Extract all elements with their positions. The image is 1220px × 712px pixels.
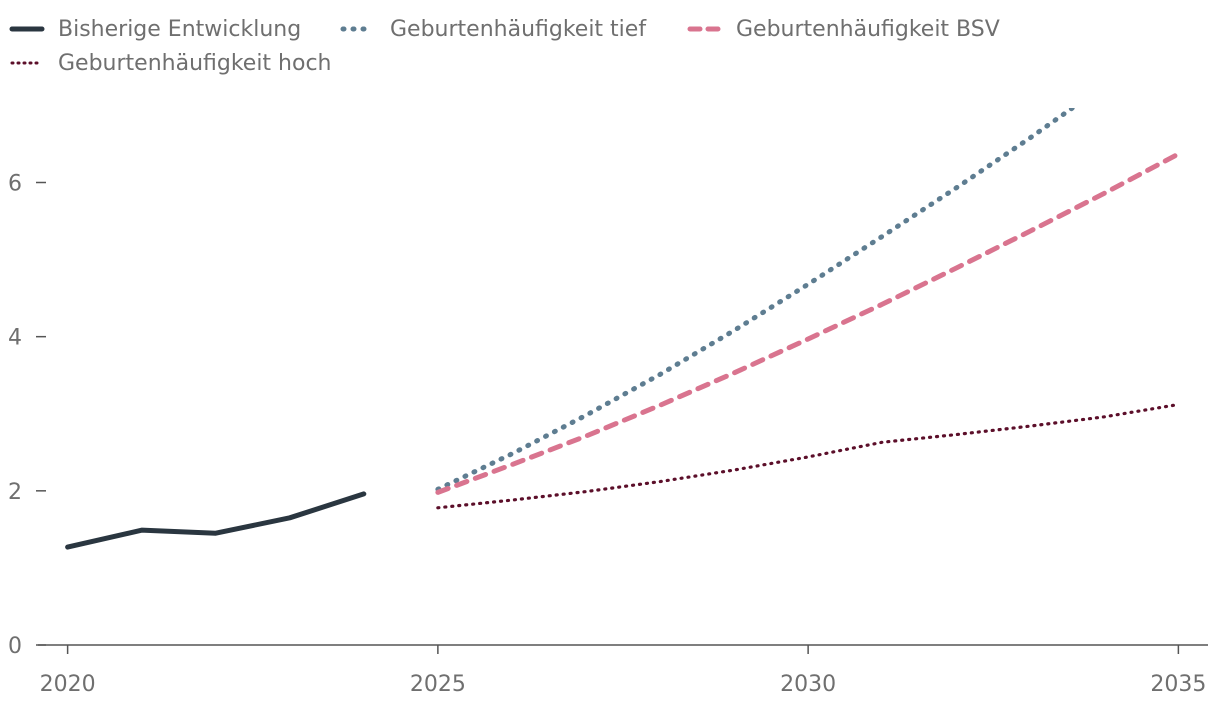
legend-entry-bisherige-entwicklung: Bisherige Entwicklung xyxy=(9,17,301,42)
x-tick-label: 2035 xyxy=(1150,672,1206,697)
series-line-2 xyxy=(435,151,1181,495)
series-line-0 xyxy=(65,491,367,550)
y-tick-label: 6 xyxy=(8,172,22,197)
legend-label-geburtenhaeufigkeit-tief: Geburtenhäufigkeit tief xyxy=(390,17,647,42)
x-tick-label: 2025 xyxy=(410,672,466,697)
plot-area: 2020 2025 2030 2035 0 2 4 6 xyxy=(8,108,1208,697)
legend-entry-geburtenhaeufigkeit-tief: Geburtenhäufigkeit tief xyxy=(340,17,647,42)
x-tick-label: 2020 xyxy=(40,672,96,697)
y-tick-label: 0 xyxy=(8,634,22,659)
legend-entry-geburtenhaeufigkeit-hoch: Geburtenhäufigkeit hoch xyxy=(10,51,332,76)
legend-entry-geburtenhaeufigkeit-bsv: Geburtenhäufigkeit BSV xyxy=(687,17,1000,42)
legend-label-bisherige-entwicklung: Bisherige Entwicklung xyxy=(58,17,301,42)
series-line-3 xyxy=(436,402,1180,510)
legend-label-geburtenhaeufigkeit-bsv: Geburtenhäufigkeit BSV xyxy=(736,17,1000,42)
y-tick-label: 4 xyxy=(8,326,22,351)
legend: Bisherige Entwicklung Geburtenhäufigkeit… xyxy=(9,17,1000,76)
legend-label-geburtenhaeufigkeit-hoch: Geburtenhäufigkeit hoch xyxy=(58,51,332,76)
y-tick-label: 2 xyxy=(8,480,22,505)
x-tick-label: 2030 xyxy=(780,672,836,697)
series-line-1 xyxy=(435,108,1077,492)
